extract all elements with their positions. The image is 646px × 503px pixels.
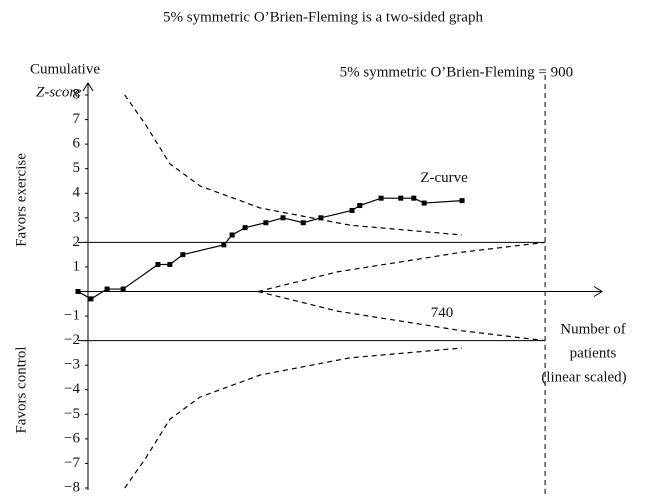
y-tick-label: −6 (64, 430, 80, 446)
y-tick-label: 2 (73, 234, 81, 250)
y-tick-label: −5 (64, 406, 80, 422)
series-label: Z-curve (420, 170, 468, 186)
point (459, 198, 465, 204)
point (221, 242, 227, 248)
point (229, 232, 235, 238)
series-line (257, 290, 546, 342)
x-axis-arrow (593, 286, 603, 297)
y-axis-arrow (82, 82, 94, 92)
y-axis-label: Z-score (36, 84, 82, 100)
point (357, 203, 363, 209)
y-tick-label: 8 (73, 86, 81, 102)
series-line (257, 241, 546, 293)
y-tick-label: −3 (64, 357, 80, 373)
point (421, 200, 427, 206)
series-line (124, 347, 463, 489)
series-line (77, 197, 463, 300)
y-tick-label: 1 (73, 258, 81, 274)
point (411, 195, 417, 201)
y-tick-label: 6 (73, 136, 81, 152)
y-tick-label: 3 (73, 209, 81, 225)
point (378, 195, 384, 201)
y-tick-label: −2 (64, 332, 80, 348)
y-tick-label: −8 (64, 479, 80, 495)
point (155, 261, 161, 267)
point (280, 215, 286, 221)
y-tick-label: −7 (64, 455, 80, 471)
y-tick-label: −1 (64, 308, 80, 324)
point (300, 220, 306, 226)
vline-label: 5% symmetric O’Brien-Fleming = 900 (340, 64, 573, 80)
series-line (124, 94, 463, 236)
y-tick-label: 4 (73, 185, 81, 201)
side-label: Favors exercise (13, 153, 29, 247)
point (242, 225, 248, 231)
x-axis-label: patients (570, 345, 617, 361)
y-tick-label: −4 (64, 381, 80, 397)
point (349, 207, 355, 213)
chart-title: 5% symmetric O’Brien-Fleming is a two-si… (163, 9, 483, 25)
point (88, 296, 94, 302)
x-annotation: 740 (431, 305, 454, 321)
point (318, 215, 324, 221)
point (75, 289, 81, 294)
point (263, 220, 269, 226)
y-tick-label: 5 (73, 160, 81, 176)
point (104, 286, 110, 292)
point (398, 195, 404, 201)
y-axis-label: Cumulative (30, 61, 100, 77)
point (120, 286, 126, 292)
point (180, 252, 186, 258)
x-axis-label: (linear scaled) (541, 369, 626, 385)
y-tick-label: 7 (73, 111, 81, 127)
x-axis-label: Number of (560, 321, 625, 337)
side-label: Favors control (13, 346, 29, 433)
point (167, 261, 173, 267)
